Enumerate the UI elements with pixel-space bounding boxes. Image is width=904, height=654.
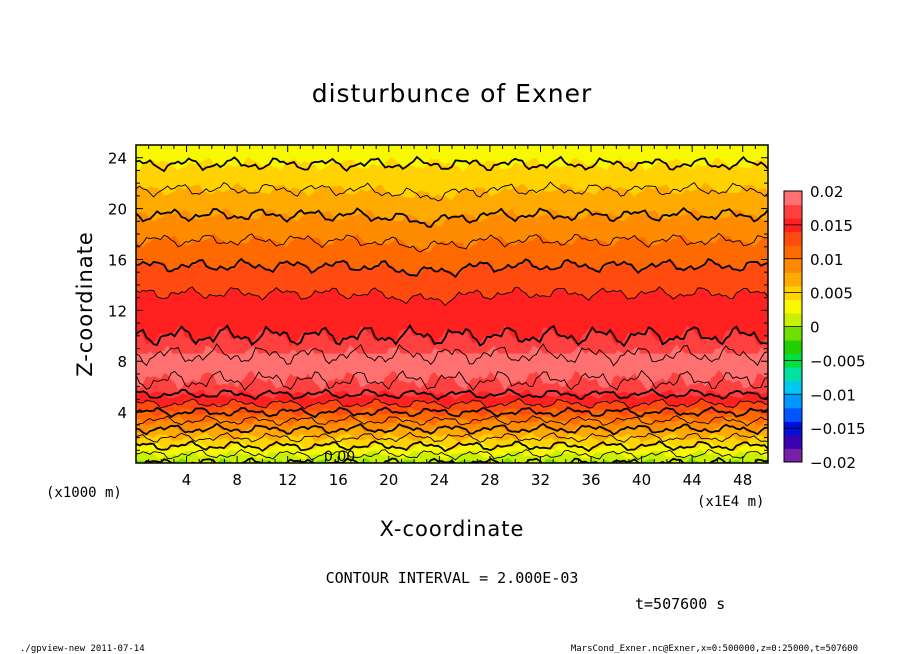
colorbar-tick-label: −0.015: [810, 420, 866, 438]
y-axis-ticks: 4 8 12 16 20 24: [108, 150, 768, 451]
y-tick-label: 24: [108, 150, 127, 168]
contour-line: [136, 232, 768, 253]
y-axis-label: Z-coordinate: [73, 231, 97, 377]
x-tick-label: 24: [430, 471, 449, 489]
x-tick-label: 20: [379, 471, 398, 489]
contour-line: [136, 388, 768, 401]
x-axis-label: X-coordinate: [380, 517, 525, 541]
colorbar-swatch: [784, 448, 802, 463]
chart-title: disturbunce of Exner: [312, 79, 593, 108]
x-tick-label: 32: [531, 471, 550, 489]
contour-line: [136, 286, 768, 307]
y-tick-label: 16: [108, 251, 127, 269]
colorbar-tick-label: −0.02: [810, 454, 856, 472]
contour-line: [136, 431, 768, 443]
colorbar-swatch: [784, 312, 802, 327]
colorbar-swatch: [784, 326, 802, 341]
colorbar-swatch: [784, 258, 802, 273]
z-unit-label: (x1000 m): [46, 485, 122, 501]
x-tick-label: 40: [632, 471, 651, 489]
contour-lines: [136, 155, 768, 463]
colorbar-swatch: [784, 407, 802, 422]
contour-line: [136, 414, 768, 427]
y-tick-label: 20: [108, 201, 127, 219]
x-axis-ticks: 4 8 12 16 20 24 28 32 36 40 44 48: [148, 145, 756, 489]
x-tick-label: 36: [581, 471, 600, 489]
time-label: t=507600 s: [635, 595, 725, 613]
colorbar-tick-label: 0.015: [810, 217, 853, 235]
x-tick-label: 44: [683, 471, 702, 489]
x-tick-label: 48: [733, 471, 752, 489]
contour-line: [136, 155, 768, 173]
colorbar-tick-label: 0.02: [810, 183, 843, 201]
colorbar-swatch: [784, 231, 802, 246]
contour-line: [136, 440, 768, 453]
footer-right: MarsCond_Exner.nc@Exner,x=0:500000,z=0:2…: [571, 644, 858, 654]
x-tick-label: 28: [480, 471, 499, 489]
contour-line: [136, 369, 768, 391]
contour-line: [136, 448, 768, 461]
colorbar-swatch: [784, 367, 802, 382]
colorbar-swatch: [784, 272, 802, 287]
y-tick-label: 4: [117, 404, 127, 422]
colorbar-swatch: [784, 434, 802, 449]
contour-line: [136, 342, 768, 367]
filled-contours: [136, 145, 768, 463]
contour-label: 0.00: [324, 449, 355, 465]
colorbar-tick-label: −0.005: [810, 352, 866, 370]
contour-line: [136, 257, 768, 279]
x-unit-label: (x1E4 m): [697, 494, 764, 510]
contour-line: [136, 323, 768, 348]
band-lower: [136, 449, 768, 463]
x-tick-label: 16: [329, 471, 348, 489]
band-lower: [136, 457, 768, 463]
colorbar-swatch: [784, 380, 802, 395]
plot-area: [136, 145, 768, 463]
colorbar-swatch: [784, 245, 802, 260]
colorbar-swatch: [784, 299, 802, 314]
colorbar-swatch: [784, 394, 802, 409]
colorbar-tick-label: 0: [810, 319, 820, 337]
colorbar-swatch: [784, 191, 802, 206]
x-tick-label: 12: [278, 471, 297, 489]
colorbar-tick-label: 0.005: [810, 285, 853, 303]
colorbar-tick-label: −0.01: [810, 386, 856, 404]
y-tick-label: 12: [108, 302, 127, 320]
contour-line: [136, 181, 768, 202]
contour-line: [136, 405, 768, 419]
x-tick-label: 4: [182, 471, 192, 489]
contour-line: [136, 397, 768, 410]
colorbar-swatch: [784, 340, 802, 355]
colorbar-tick-label: 0.01: [810, 251, 843, 269]
colorbar-swatch: [784, 204, 802, 219]
contour-line: [136, 422, 768, 436]
footer-left: ./gpview-new 2011-07-14: [20, 644, 145, 654]
contour-line: [136, 206, 768, 228]
y-tick-label: 8: [117, 353, 127, 371]
x-tick-label: 8: [232, 471, 242, 489]
colorbar-ticks: 0.02 0.015 0.01 0.005 0 −0.005 −0.01 −0.015 −0.0…: [784, 183, 866, 472]
contour-interval-text: CONTOUR INTERVAL = 2.000E-03: [326, 569, 579, 587]
